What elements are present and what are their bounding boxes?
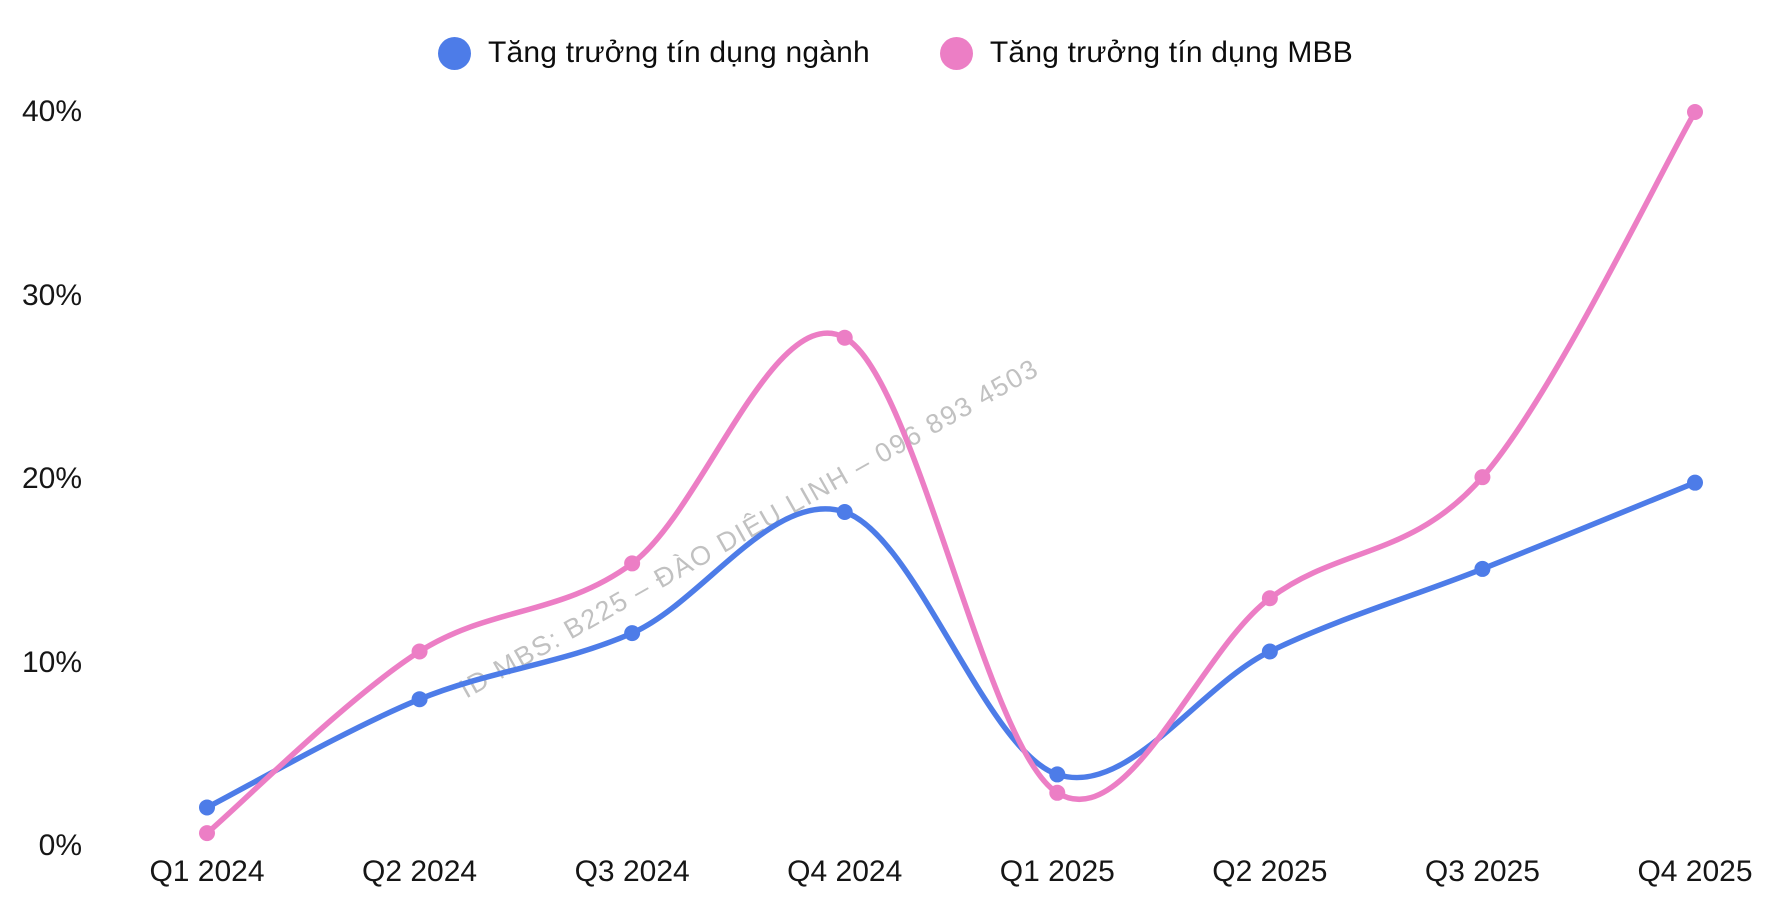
data-point (624, 625, 641, 642)
data-point (199, 825, 215, 842)
chart-legend: Tăng trưởng tín dụng ngành Tăng trưởng t… (0, 36, 1791, 70)
x-tick-label: Q2 2025 (1212, 855, 1328, 888)
data-point (1049, 766, 1066, 783)
legend-label-industry: Tăng trưởng tín dụng ngành (488, 36, 870, 69)
data-point (1261, 590, 1278, 607)
data-point (199, 799, 215, 816)
series-line-0 (204, 479, 1698, 811)
data-point (836, 504, 853, 521)
y-tick-label: 40% (21, 95, 82, 128)
y-tick-label: 0% (38, 829, 82, 862)
y-tick-label: 10% (21, 645, 82, 679)
data-point (1687, 104, 1703, 120)
data-point (1687, 474, 1703, 491)
legend-marker-mbb-icon (939, 36, 973, 70)
data-point (411, 643, 428, 660)
legend-item-industry: Tăng trưởng tín dụng ngành (438, 36, 870, 70)
data-point (1474, 469, 1491, 486)
data-point (1261, 643, 1278, 660)
data-point (411, 691, 428, 708)
x-tick-label: Q4 2024 (787, 855, 903, 888)
legend-marker-industry-icon (438, 36, 472, 70)
y-tick-label: 20% (21, 462, 82, 495)
data-point (624, 555, 641, 572)
legend-label-mbb: Tăng trưởng tín dụng MBB (989, 36, 1353, 69)
x-tick-label: Q2 2024 (362, 855, 478, 888)
x-tick-label: Q1 2025 (999, 855, 1115, 888)
series-line-1 (204, 109, 1698, 836)
x-tick-label: Q4 2025 (1637, 855, 1753, 888)
x-tick-label: Q3 2024 (574, 855, 690, 888)
y-tick-label: 30% (21, 278, 82, 312)
data-point (836, 329, 853, 346)
data-point (1474, 560, 1491, 577)
x-tick-label: Q1 2024 (149, 855, 265, 888)
data-point (1049, 784, 1066, 801)
legend-item-mbb: Tăng trưởng tín dụng MBB (939, 36, 1353, 70)
x-tick-label: Q3 2025 (1424, 855, 1540, 888)
